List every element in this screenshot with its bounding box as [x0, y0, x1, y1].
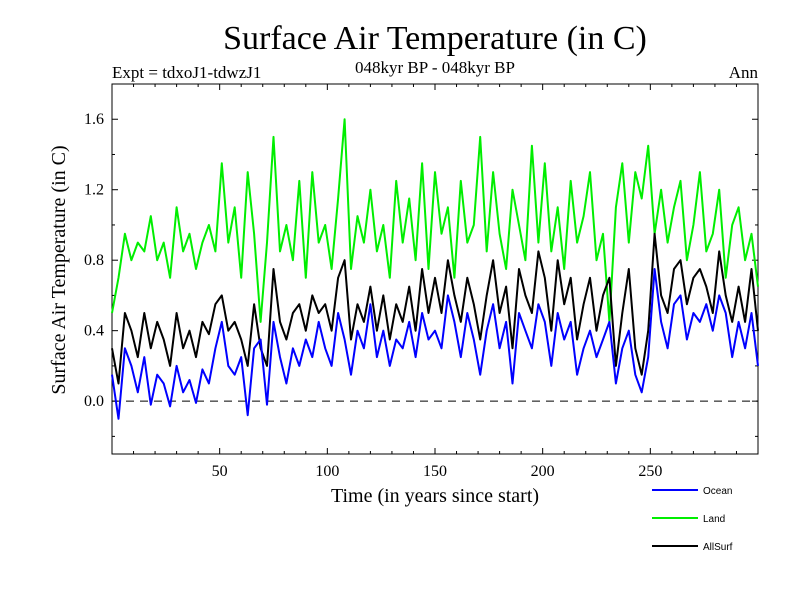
season-label: Ann: [729, 63, 759, 82]
series-line-ocean: [111, 268, 759, 420]
legend-label-ocean: Ocean: [703, 486, 732, 497]
legend-label-land: Land: [703, 514, 725, 525]
x-tick-label: 200: [531, 463, 555, 480]
series-line-allsurf: [111, 232, 759, 385]
x-tick-label: 50: [212, 463, 228, 480]
legend: Ocean Land AllSurf: [652, 486, 733, 553]
x-tick-label: 150: [423, 463, 447, 480]
y-tick-label: 0.8: [84, 252, 104, 269]
chart-title: Surface Air Temperature (in C): [223, 20, 647, 57]
x-tick-label: 250: [638, 463, 662, 480]
legend-label-allsurf: AllSurf: [703, 542, 733, 553]
y-tick-label: 1.2: [84, 182, 104, 199]
series-layer: [111, 118, 759, 420]
series-line-land: [111, 118, 759, 323]
y-tick-label: 0.4: [84, 323, 104, 340]
y-axis-label: Surface Air Temperature (in C): [48, 145, 70, 394]
x-tick-label: 100: [315, 463, 339, 480]
x-axis-ticks: 50 100 150 200 250: [133, 84, 737, 480]
y-tick-label: 1.6: [84, 111, 104, 128]
y-axis-ticks: 0.0 0.4 0.8 1.2 1.6: [84, 111, 758, 437]
chart-subtitle: 048kyr BP - 048kyr BP: [355, 58, 515, 77]
y-tick-label: 0.0: [84, 393, 104, 410]
experiment-label: Expt = tdxoJ1-tdwzJ1: [112, 63, 261, 82]
x-axis-label: Time (in years since start): [331, 485, 539, 507]
plot-frame: [111, 83, 759, 455]
